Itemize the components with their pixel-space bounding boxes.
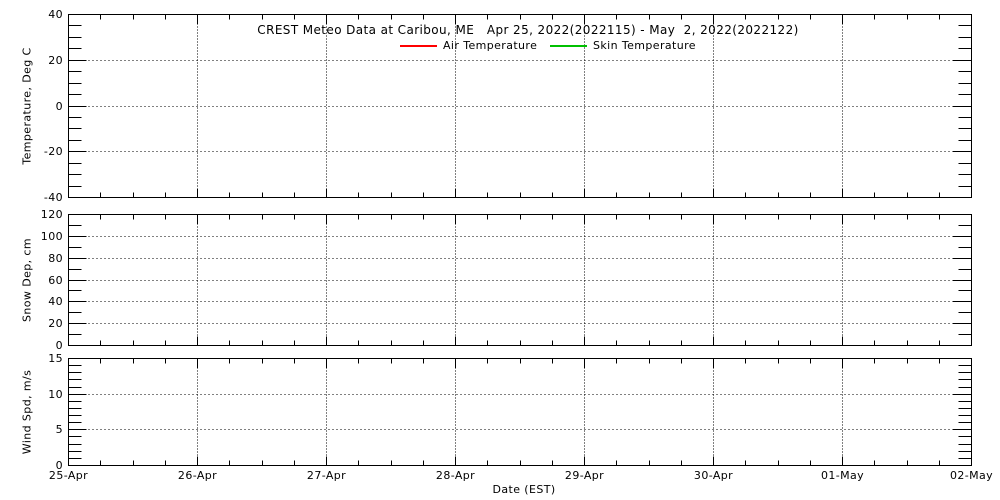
legend-label-skin: Skin Temperature [593,39,696,52]
legend-item-skin-temperature: Skin Temperature [550,39,696,52]
x-gridlines [197,14,843,466]
x-tick-label: 26-Apr [177,469,218,482]
y-tick-label: 20 [48,53,63,67]
skin-temperature-line-swatch [550,44,587,47]
y-tick-label: 0 [55,99,63,113]
legend-item-air-temperature: Air Temperature [400,39,537,52]
major-ticks [68,14,972,466]
y-tick-label: 5 [55,422,63,436]
legend-label-air: Air Temperature [443,39,538,52]
y-tick-label: 0 [55,338,63,352]
y-tick-label: 15 [48,351,63,365]
x-tick-label: 28-Apr [435,469,476,482]
x-tick-label: 25-Apr [48,469,89,482]
y-tick-label: 0 [55,458,63,472]
chart-title: CREST Meteo Data at Caribou, ME Apr 25, … [257,23,799,37]
x-tick-label: 30-Apr [693,469,734,482]
y-tick-label: 80 [48,251,63,265]
x-axis-title: Date (EST) [492,483,556,496]
y-tick-label: 40 [48,7,63,21]
y-tick-label: -40 [43,190,63,204]
x-tick-label: 01-May [820,469,865,482]
x-tick-label: 02-May [949,469,994,482]
y-tick-label: 60 [48,273,63,287]
y-tick-label: 10 [48,387,63,401]
y-tick-label: 120 [40,207,63,221]
y-tick-label: 40 [48,294,63,308]
y-gridlines [68,60,972,430]
x-tick-label: 27-Apr [306,469,347,482]
minor-ticks [68,14,972,466]
air-temperature-line-swatch [400,44,437,47]
y-tick-label: -20 [43,144,63,158]
panel-borders [68,14,972,466]
x-tick-label: 29-Apr [564,469,605,482]
y-tick-label: 100 [40,229,63,243]
y-tick-label: 20 [48,316,63,330]
